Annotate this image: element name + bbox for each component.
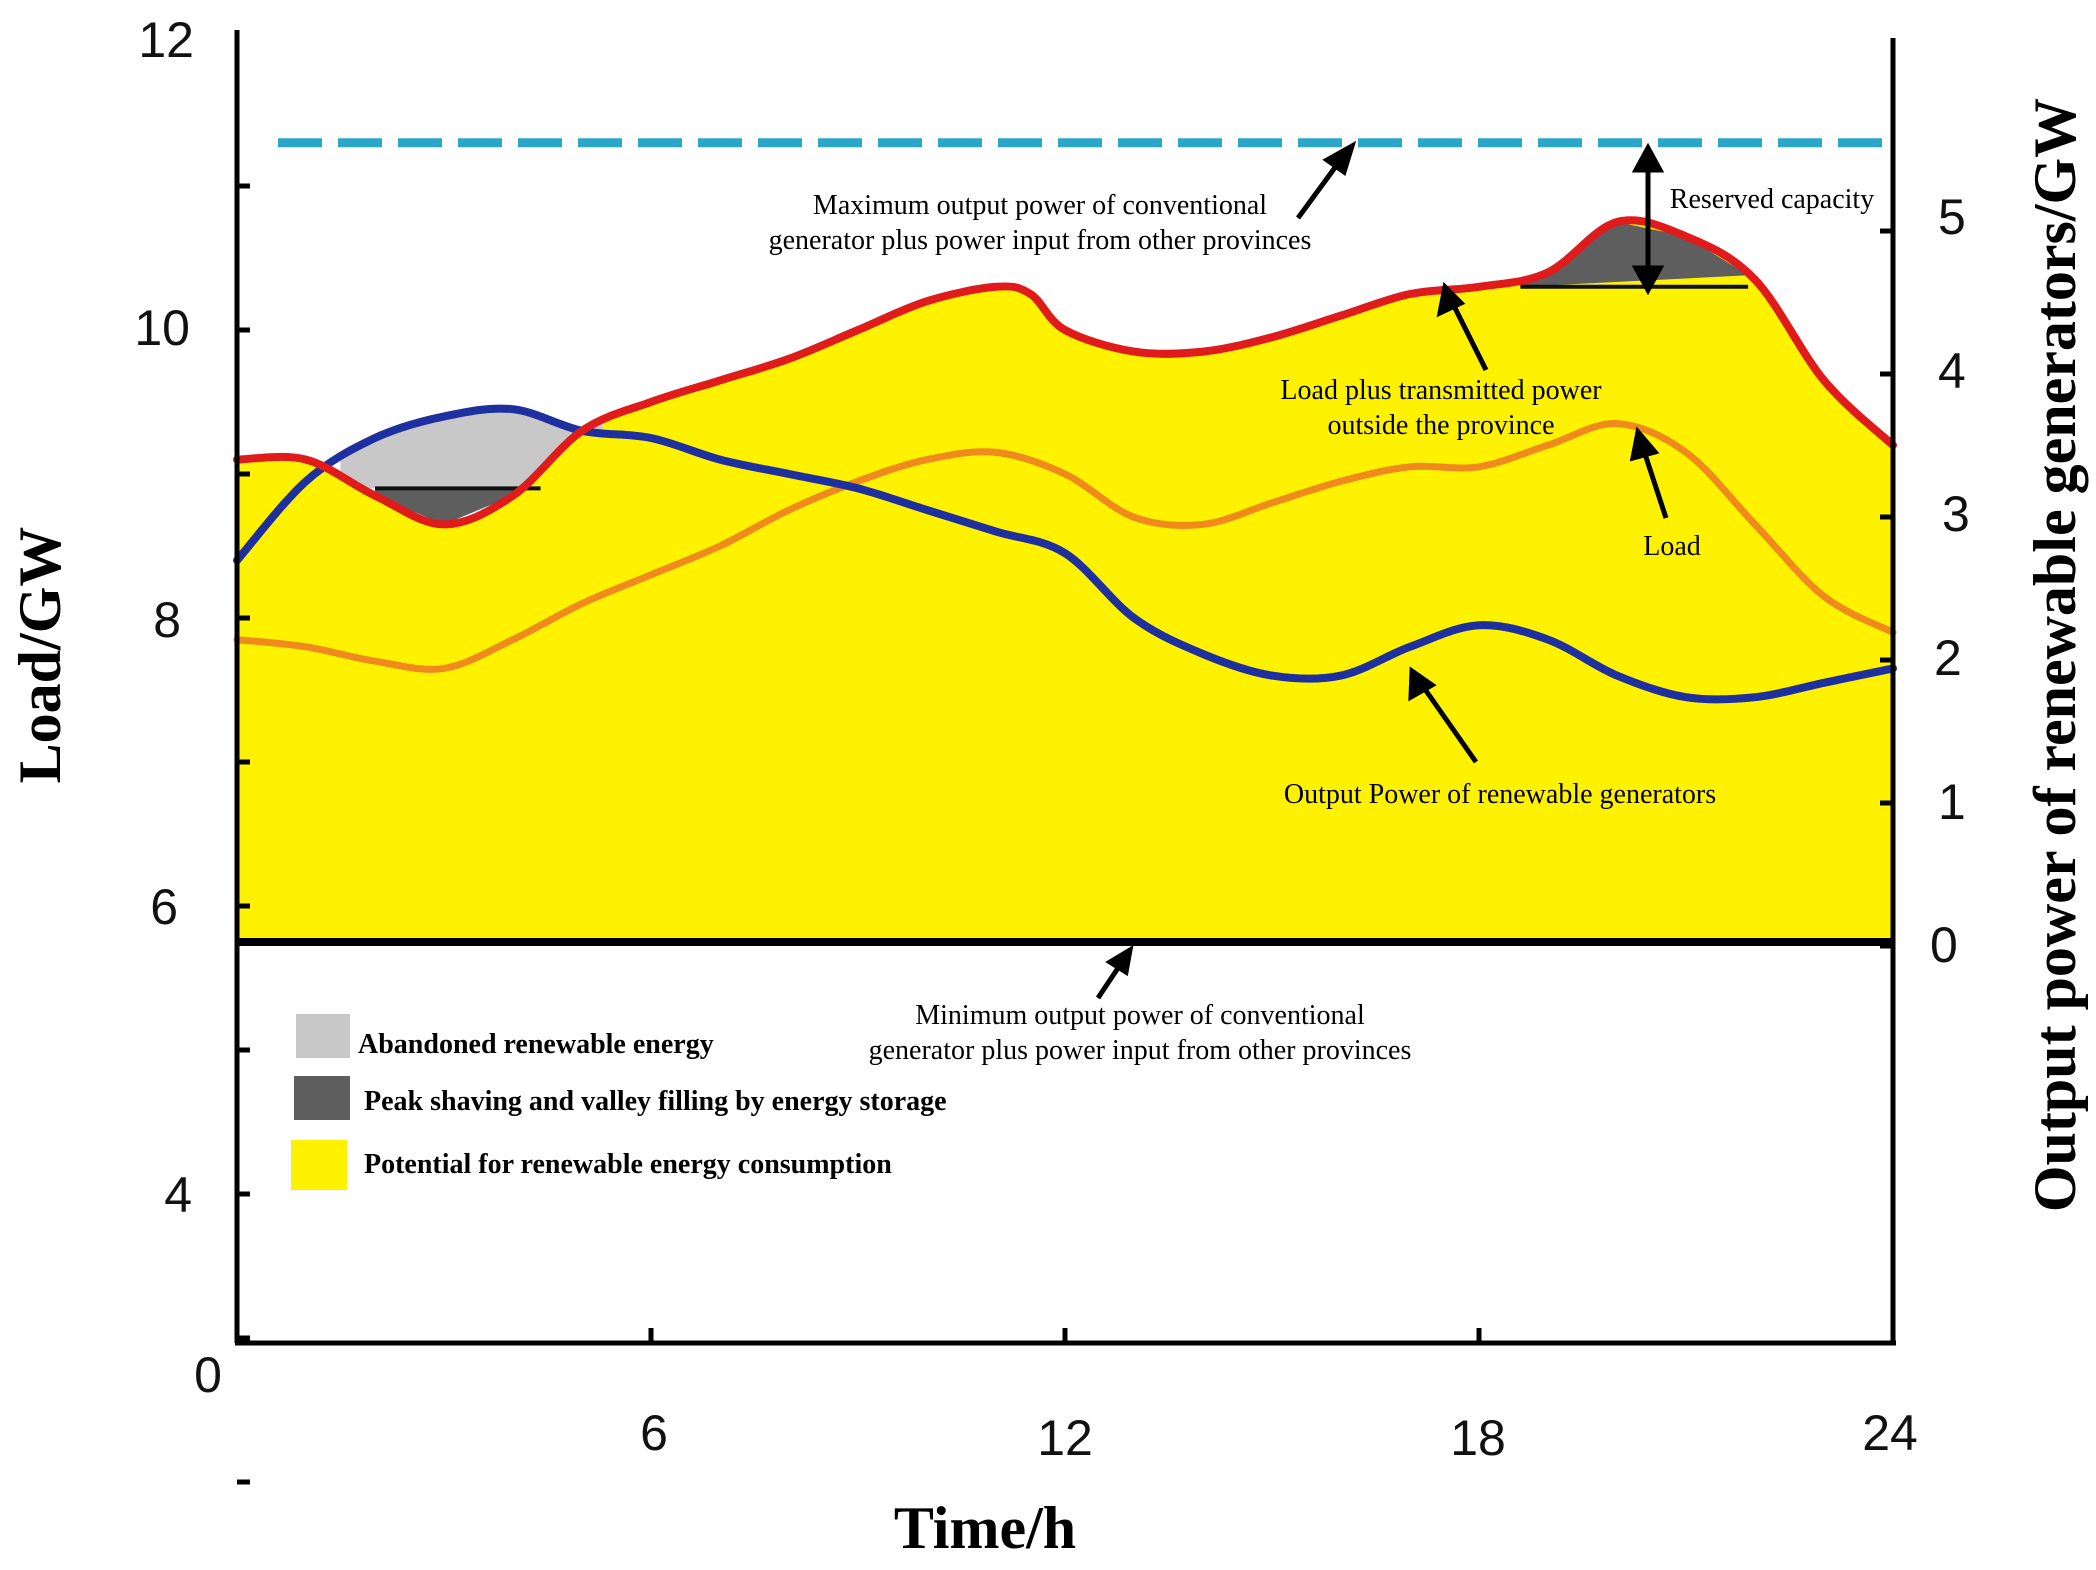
arrowhead-reserved-top [1631, 142, 1665, 173]
annotation-load-plus-line1: Load plus transmitted power [1280, 375, 1602, 406]
annotation-max-output-line1: Maximum output power of conventional [813, 190, 1267, 221]
y-right-tick-label-1: 1 [1938, 774, 1966, 830]
arrow-load [1640, 447, 1669, 519]
legend-label-abandoned: Abandoned renewable energy [358, 1029, 714, 1060]
x-axis-title: Time/h [894, 1495, 1076, 1561]
legend-label-storage: Peak shaving and valley filling by energ… [364, 1086, 947, 1117]
y-left-tick-label-6: 6 [150, 879, 178, 935]
tick-marks [237, 183, 1893, 1485]
x-tick-label-18: 18 [1450, 1410, 1506, 1466]
annotation-min-output-line1: Minimum output power of conventional [915, 1000, 1365, 1031]
arrowhead-min-output [1105, 945, 1134, 977]
annotation-load: Load [1643, 531, 1701, 562]
arrow-load-plus [1449, 300, 1489, 372]
y-left-tick-label-4: 4 [164, 1167, 192, 1223]
y-left-tick-label-10: 10 [134, 300, 190, 356]
arrowhead-renewable [1408, 666, 1437, 702]
legend-label-potential: Potential for renewable energy consumpti… [364, 1149, 892, 1180]
annotation-renewable-output: Output Power of renewable generators [1284, 779, 1716, 810]
series-line-load [233, 420, 1897, 673]
arrowhead-load [1629, 426, 1660, 462]
y-right-tick-label-0: 0 [1930, 917, 1958, 973]
y-left-tick-label-12: 12 [138, 12, 194, 68]
annotation-reserved-capacity: Reserved capacity [1670, 184, 1874, 215]
legend-swatch-potential [291, 1140, 347, 1190]
arrowhead-load-plus [1436, 281, 1466, 318]
annotation-min-output-line2: generator plus power input from other pr… [869, 1035, 1412, 1066]
y-left-tick-label-8: 8 [153, 592, 181, 648]
y-right-tick-label-2: 2 [1934, 630, 1962, 686]
arrowhead-max-output [1322, 140, 1357, 177]
x-tick-label-24: 24 [1862, 1405, 1918, 1461]
y-right-tick-label-5: 5 [1938, 189, 1966, 245]
y-right-tick-label-4: 4 [1938, 343, 1966, 399]
legend-swatch-storage [294, 1076, 350, 1120]
peak-shaving-area [1520, 222, 1749, 287]
annotation-arrows [1095, 140, 1669, 1000]
legend-swatch-abandoned [296, 1014, 350, 1058]
x-origin-label: 0 [194, 1347, 222, 1403]
series-line-renewable-output [233, 404, 1897, 704]
y-left-axis-title: Load/GW [7, 527, 73, 784]
x-tick-label-12: 12 [1037, 1410, 1093, 1466]
valley-filling-area [375, 488, 541, 525]
renewable-potential-area [237, 220, 1893, 943]
annotation-load-plus-line2: outside the province [1327, 410, 1554, 441]
y-right-tick-label-3: 3 [1942, 486, 1970, 542]
series-line-load-plus-transmitted [233, 216, 1897, 529]
annotation-max-output-line2: generator plus power input from other pr… [769, 225, 1312, 256]
x-tick-label-6: 6 [640, 1405, 668, 1461]
arrowhead-reserved-bottom [1631, 265, 1665, 296]
y-right-axis-title: Output power of renewable generators/GW [2022, 98, 2088, 1212]
arrow-renewable [1419, 683, 1479, 764]
